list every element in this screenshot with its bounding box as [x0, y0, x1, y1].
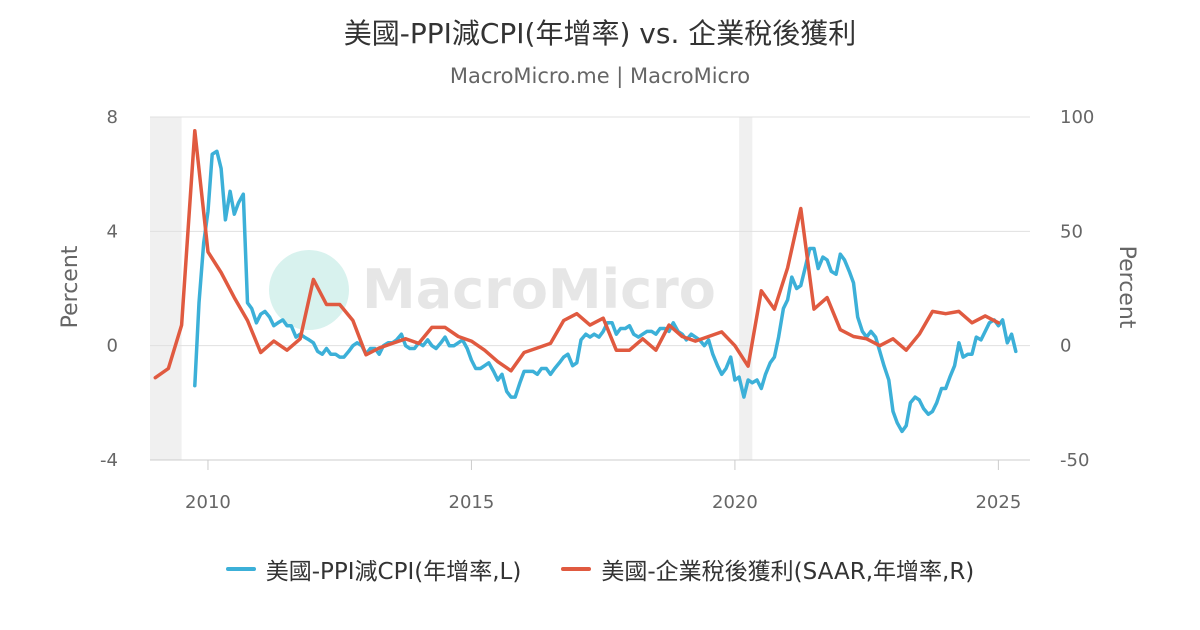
y-axis-left-title: Percent	[58, 245, 83, 328]
y-right-tick-0: 100	[1060, 107, 1094, 128]
y-left-tick-0: 8	[107, 107, 118, 128]
y-right-tick-2: 0	[1060, 336, 1071, 357]
x-tick-2: 2020	[712, 492, 758, 513]
y-axis-right-title: Percent	[1114, 246, 1139, 329]
x-tick-3: 2025	[975, 492, 1021, 513]
watermark-text: MacroMicro	[362, 258, 716, 321]
x-tick-0: 2010	[185, 492, 231, 513]
legend-swatch-profits	[561, 567, 592, 571]
legend-swatch-ppi-cpi	[225, 567, 256, 571]
y-right-tick-1: 50	[1060, 221, 1083, 242]
series-line-1	[153, 128, 1001, 380]
recession-band-0	[150, 117, 182, 460]
watermark-logo-icon	[269, 250, 349, 330]
legend-item-profits[interactable]: 美國-企業稅後獲利(SAAR,年增率,R)	[561, 552, 974, 586]
legend-label-profits: 美國-企業稅後獲利(SAAR,年增率,R)	[601, 559, 975, 585]
x-tick-1: 2015	[449, 492, 495, 513]
y-left-tick-1: 4	[107, 221, 118, 242]
chart-subtitle: MacroMicro.me | MacroMicro	[449, 64, 751, 88]
legend-item-ppi-cpi[interactable]: 美國-PPI減CPI(年增率,L)	[225, 552, 522, 586]
series-lines	[153, 128, 1018, 434]
recession-bands	[150, 117, 753, 460]
axes: 8 4 0 -4 100 50 0 -50 2010 2015 2020 2025	[100, 107, 1094, 513]
recession-band-1	[739, 117, 753, 460]
y-left-tick-3: -4	[100, 450, 118, 471]
y-left-tick-2: 0	[107, 336, 118, 357]
y-right-tick-3: -50	[1060, 450, 1089, 471]
chart-title: 美國-PPI減CPI(年增率) vs. 企業稅後獲利	[343, 17, 857, 50]
watermark: MacroMicro	[269, 250, 716, 330]
legend: 美國-PPI減CPI(年增率,L) 美國-企業稅後獲利(SAAR,年增率,R)	[0, 552, 1200, 586]
legend-label-ppi-cpi: 美國-PPI減CPI(年增率,L)	[265, 559, 522, 585]
